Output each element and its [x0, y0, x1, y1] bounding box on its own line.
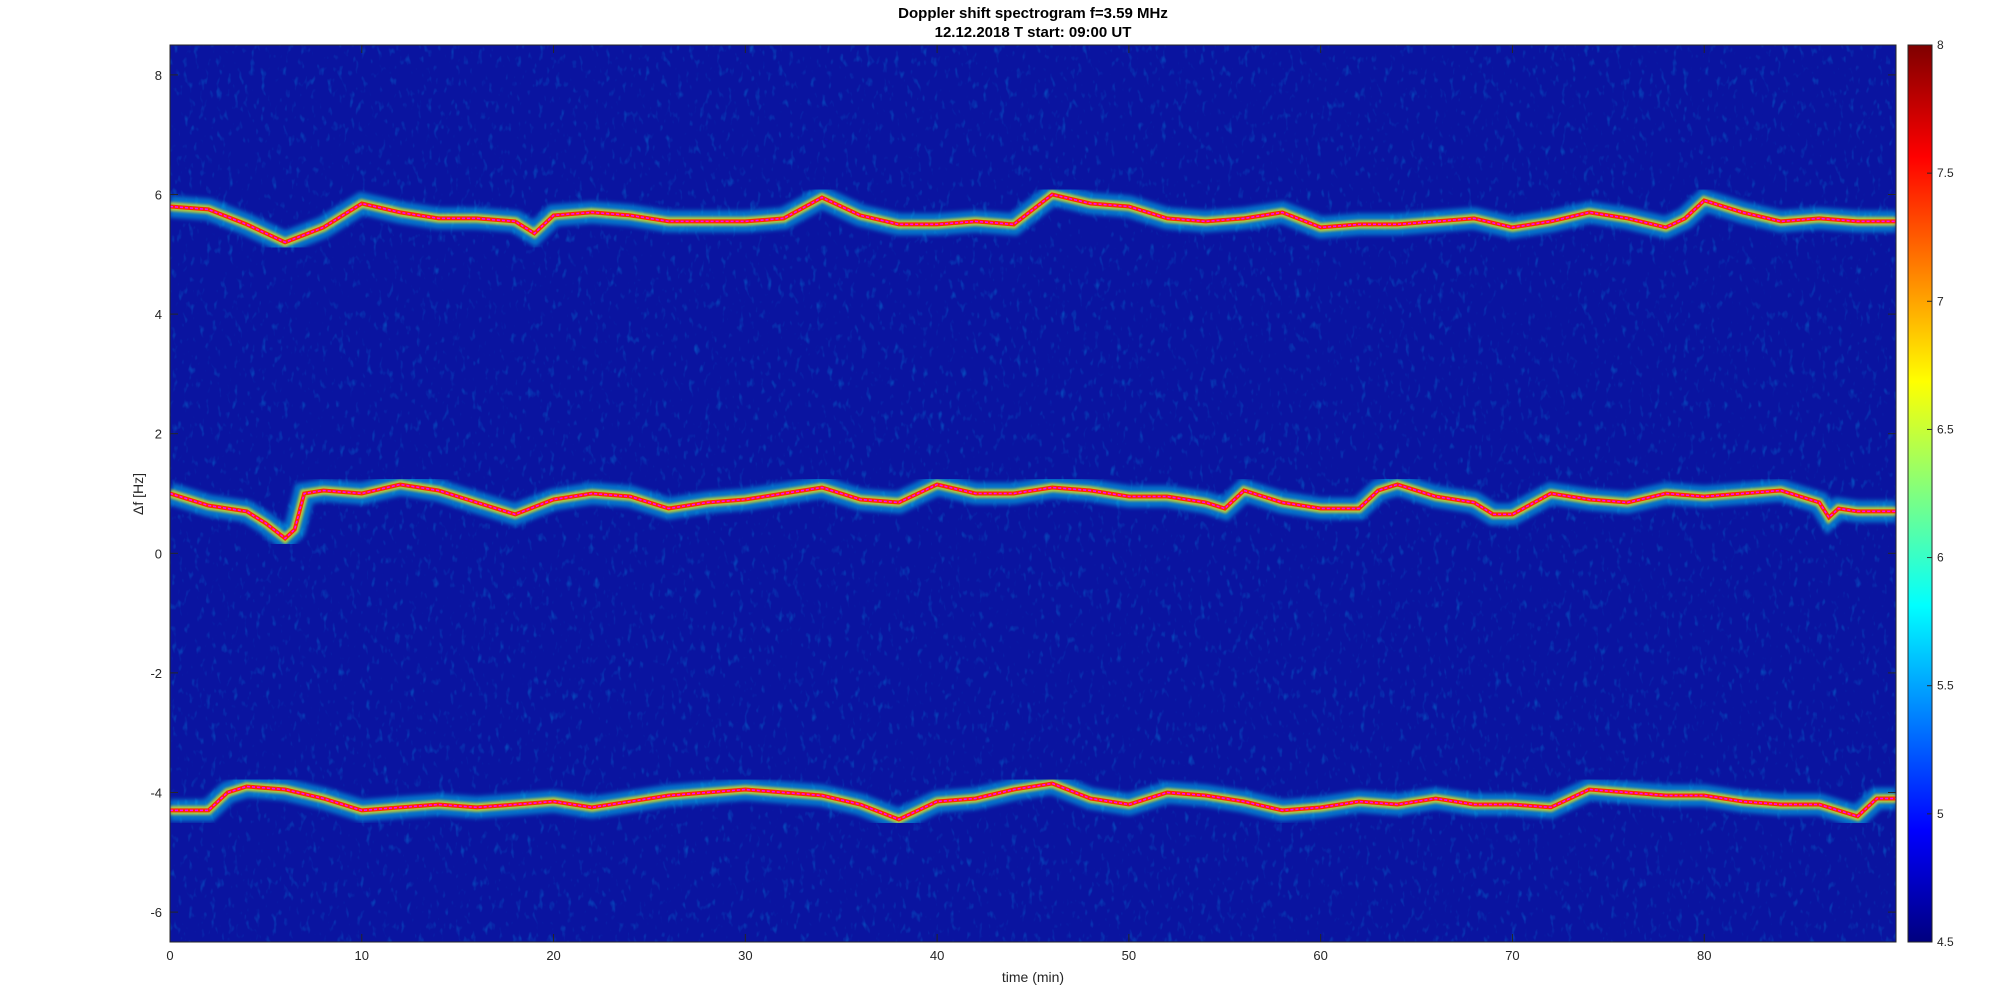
signal-trace-1	[170, 192, 1896, 245]
x-tick-label: 30	[738, 948, 752, 963]
colorbar-tick-label: 8	[1937, 38, 1944, 52]
plot-area	[170, 45, 1896, 942]
colorbar-ticks: 4.5 5 5.5 6 6.5 7 7.5 8	[1927, 38, 1954, 949]
signal-traces	[170, 182, 1896, 832]
x-tick-label: 50	[1122, 948, 1136, 963]
y-tick-label: -4	[150, 786, 162, 801]
x-axis-label: time (min)	[1002, 969, 1064, 985]
plot-frame	[169, 44, 1897, 943]
y-tick-label: -6	[150, 905, 162, 920]
chart-title: Doppler shift spectrogram f=3.59 MHz	[898, 5, 1168, 22]
tracked-curve-3	[170, 782, 1896, 821]
colorbar-tick-label: 4.5	[1937, 935, 1954, 949]
x-tick-label: 60	[1313, 948, 1327, 963]
y-tick-label: 6	[155, 188, 162, 203]
x-tick-label: 40	[930, 948, 944, 963]
colorbar: 4.5 5 5.5 6 6.5 7 7.5 8	[1907, 38, 1954, 949]
y-tick-label: 2	[155, 427, 162, 442]
colorbar-tick-label: 6.5	[1937, 422, 1954, 436]
x-tick-label: 0	[166, 948, 173, 963]
colorbar-tick-label: 6	[1937, 551, 1944, 565]
y-tick-label: 0	[155, 546, 162, 561]
chart-subtitle: 12.12.2018 T start: 09:00 UT	[935, 24, 1132, 41]
colorbar-tick-label: 7	[1937, 294, 1944, 308]
colorbar-tick-label: 5	[1937, 807, 1944, 821]
x-tick-label: 70	[1505, 948, 1519, 963]
y-axis-label: Δf [Hz]	[130, 473, 146, 515]
colorbar-tick-label: 7.5	[1937, 166, 1954, 180]
x-tick-label: 80	[1697, 948, 1711, 963]
y-tick-label: -2	[150, 666, 162, 681]
x-tick-label: 20	[546, 948, 560, 963]
y-tick-label: 4	[155, 307, 162, 322]
colorbar-tick-label: 5.5	[1937, 679, 1954, 693]
y-tick-label: 8	[155, 68, 162, 83]
x-axis: 0 10 20 30 40 50 60 70 80	[166, 45, 1711, 963]
colorbar-gradient	[1907, 44, 1933, 943]
tracked-curve-2	[170, 483, 1896, 540]
x-tick-label: 10	[355, 948, 369, 963]
y-axis: -6 -4 -2 0 2 4 6 8	[150, 68, 1896, 920]
